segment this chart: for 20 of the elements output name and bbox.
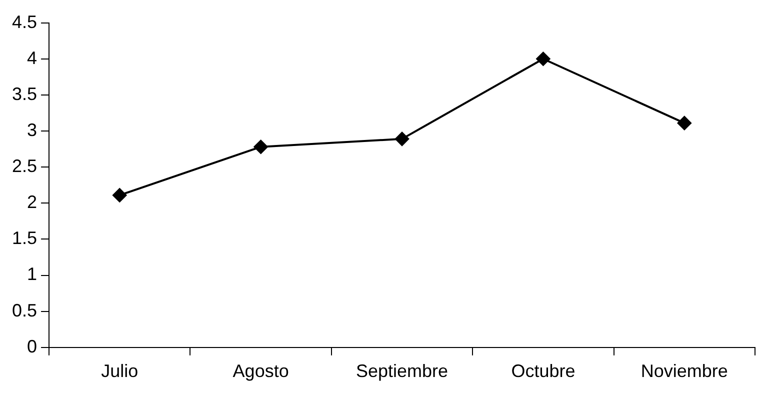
point <box>677 116 692 130</box>
y-tick-label: 1 <box>27 264 38 284</box>
y-tick-label: 0 <box>27 336 38 356</box>
point <box>112 188 127 202</box>
y-tick-label: 3.5 <box>12 84 38 104</box>
y-tick-label: 1.5 <box>12 228 38 248</box>
x-tick-label: Octubre <box>511 361 576 382</box>
y-tick-label: 0.5 <box>12 300 38 320</box>
x-tick-label: Julio <box>101 361 138 382</box>
x-tick-label: Noviembre <box>640 361 728 382</box>
y-tick-label: 2 <box>27 192 38 212</box>
y-tick-label: 4 <box>27 48 38 68</box>
point <box>254 140 268 154</box>
y-tick-label: 3 <box>27 120 38 140</box>
y-tick-label: 2.5 <box>12 156 38 176</box>
point <box>536 52 550 66</box>
point <box>395 132 410 146</box>
y-tick-label: 4.5 <box>12 12 38 32</box>
x-tick-label: Septiembre <box>356 361 448 382</box>
x-tick-label: Agosto <box>232 361 289 382</box>
